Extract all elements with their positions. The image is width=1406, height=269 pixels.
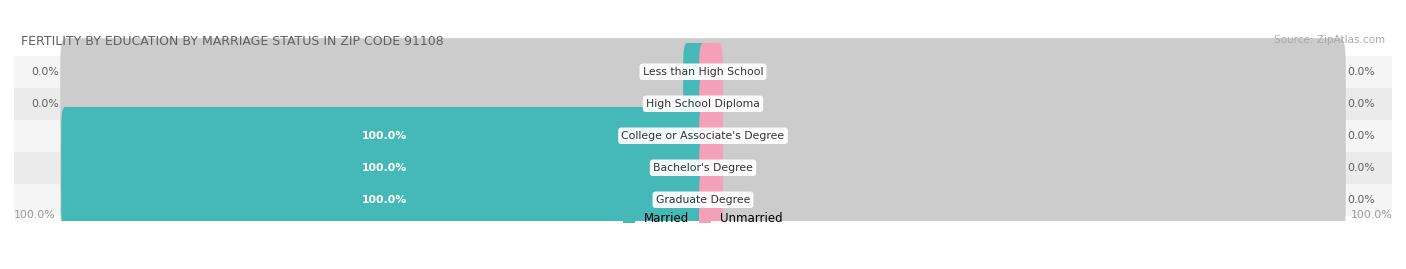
Text: 0.0%: 0.0% <box>1347 163 1375 173</box>
FancyBboxPatch shape <box>62 107 707 165</box>
FancyBboxPatch shape <box>60 134 1346 201</box>
FancyBboxPatch shape <box>699 107 723 165</box>
Text: 100.0%: 100.0% <box>14 210 56 220</box>
Text: College or Associate's Degree: College or Associate's Degree <box>621 131 785 141</box>
Text: 0.0%: 0.0% <box>1347 195 1375 205</box>
FancyBboxPatch shape <box>683 43 707 101</box>
Text: 100.0%: 100.0% <box>1350 210 1392 220</box>
Text: 0.0%: 0.0% <box>31 99 59 109</box>
FancyBboxPatch shape <box>62 171 707 229</box>
Text: 100.0%: 100.0% <box>361 131 406 141</box>
Bar <box>14 120 1392 152</box>
Text: 100.0%: 100.0% <box>361 163 406 173</box>
Text: Less than High School: Less than High School <box>643 67 763 77</box>
Text: 0.0%: 0.0% <box>1347 99 1375 109</box>
FancyBboxPatch shape <box>699 43 723 101</box>
FancyBboxPatch shape <box>60 38 1346 105</box>
Text: 0.0%: 0.0% <box>1347 131 1375 141</box>
FancyBboxPatch shape <box>60 102 1346 169</box>
FancyBboxPatch shape <box>699 171 723 229</box>
Text: Source: ZipAtlas.com: Source: ZipAtlas.com <box>1274 35 1385 45</box>
FancyBboxPatch shape <box>62 139 707 197</box>
Text: 0.0%: 0.0% <box>31 67 59 77</box>
FancyBboxPatch shape <box>60 166 1346 233</box>
Text: 100.0%: 100.0% <box>361 195 406 205</box>
Text: Bachelor's Degree: Bachelor's Degree <box>652 163 754 173</box>
Bar <box>14 56 1392 88</box>
FancyBboxPatch shape <box>683 75 707 133</box>
Bar <box>14 88 1392 120</box>
Text: Graduate Degree: Graduate Degree <box>655 195 751 205</box>
Legend: Married, Unmarried: Married, Unmarried <box>619 207 787 229</box>
Text: High School Diploma: High School Diploma <box>647 99 759 109</box>
Bar <box>14 184 1392 216</box>
FancyBboxPatch shape <box>699 139 723 197</box>
FancyBboxPatch shape <box>699 75 723 133</box>
FancyBboxPatch shape <box>60 70 1346 137</box>
Text: 0.0%: 0.0% <box>1347 67 1375 77</box>
Bar <box>14 152 1392 184</box>
Text: FERTILITY BY EDUCATION BY MARRIAGE STATUS IN ZIP CODE 91108: FERTILITY BY EDUCATION BY MARRIAGE STATU… <box>21 35 444 48</box>
